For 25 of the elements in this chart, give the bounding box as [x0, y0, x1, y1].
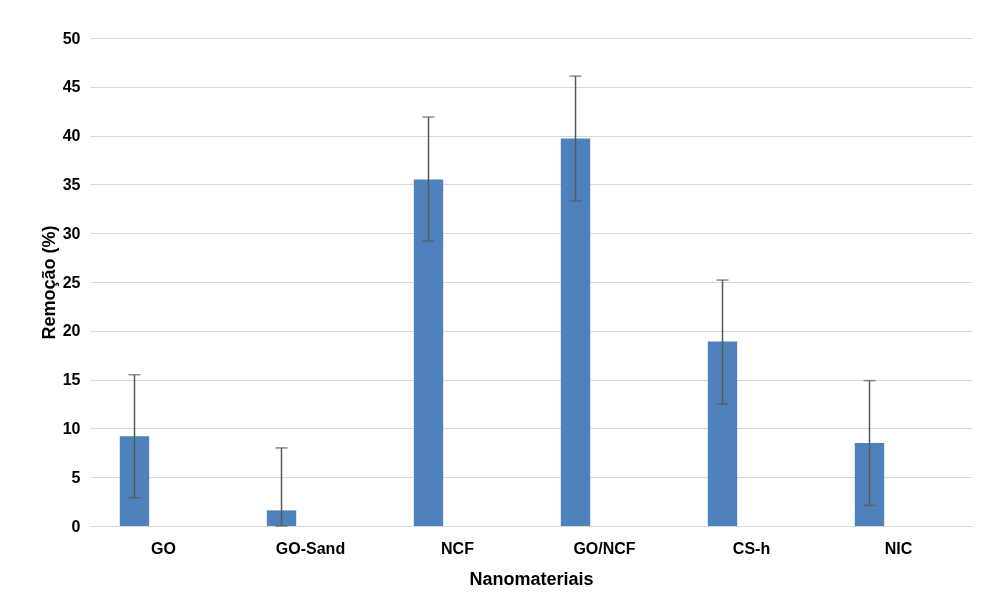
- bar: [119, 436, 150, 526]
- y-axis-title: Remoção (%): [38, 225, 59, 340]
- y-tick-label: 25: [62, 273, 81, 291]
- x-tick-label: NCF: [441, 539, 475, 557]
- bar: [560, 138, 591, 526]
- bar: [854, 443, 885, 526]
- x-tick-label: CS-h: [732, 539, 771, 557]
- y-tick-label: 0: [71, 517, 81, 535]
- y-tick-label: 20: [62, 322, 81, 340]
- x-tick-label: GO/NCF: [573, 539, 636, 557]
- bar: [413, 179, 444, 526]
- y-tick-label: 30: [62, 224, 81, 242]
- x-axis-title: Nanomateriais: [469, 568, 594, 589]
- x-tick-label: NIC: [884, 539, 913, 557]
- y-tick-label: 5: [71, 468, 81, 486]
- y-tick-label: 45: [62, 78, 81, 96]
- y-tick-label: 15: [62, 371, 81, 389]
- x-tick-label: GO-Sand: [275, 539, 346, 557]
- bar: [266, 510, 297, 526]
- y-tick-label: 50: [62, 29, 81, 47]
- y-tick-label: 35: [62, 175, 81, 193]
- y-tick-label: 40: [62, 127, 81, 145]
- y-tick-label: 10: [62, 419, 81, 437]
- x-tick-label: GO: [151, 539, 176, 557]
- bar: [707, 341, 738, 526]
